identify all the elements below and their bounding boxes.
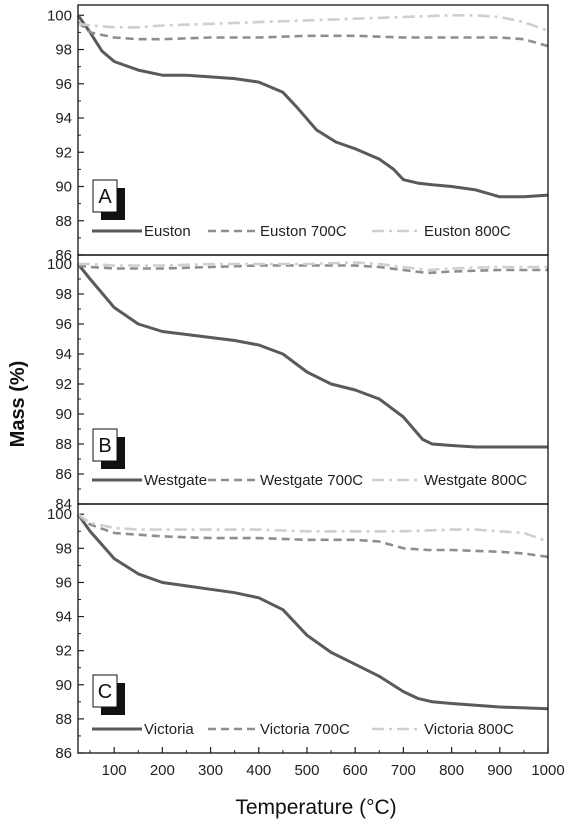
y-tick-label: 96 xyxy=(55,316,72,333)
y-tick-label: 90 xyxy=(55,677,72,694)
y-tick-label: 100 xyxy=(47,506,72,523)
y-tick-label: 100 xyxy=(47,7,72,24)
x-tick-label: 900 xyxy=(487,762,512,779)
series-line xyxy=(77,264,548,275)
panel-frame xyxy=(77,4,549,256)
series-line xyxy=(77,14,549,32)
x-tick-label: 600 xyxy=(343,762,368,779)
series-line xyxy=(76,14,549,199)
y-tick-label: 90 xyxy=(55,179,72,196)
panel-label-box xyxy=(92,179,118,213)
panel-label: B xyxy=(98,435,111,457)
legend-label: Euston xyxy=(144,223,191,240)
y-tick-label: 100 xyxy=(47,256,72,273)
y-tick-label: 96 xyxy=(55,574,72,591)
y-tick-label: 88 xyxy=(55,711,72,728)
y-tick-label: 98 xyxy=(55,286,72,303)
y-tick-label: 86 xyxy=(55,745,72,762)
y-tick-label: 96 xyxy=(55,76,72,93)
panel-a: 86 88 90 92 94 96 98 100 Euston Euston 700C Euston… xyxy=(47,4,549,264)
legend-label: Victoria xyxy=(144,721,194,738)
y-tick-label: 94 xyxy=(55,346,72,363)
chart-panels: 86 88 90 92 94 96 98 100 Euston Euston 700C Euston… xyxy=(47,4,549,762)
panel-frame xyxy=(77,503,549,754)
y-axis-title: Mass (%) xyxy=(7,361,29,448)
y-tick-label: 88 xyxy=(55,436,72,453)
y-tick-label: 94 xyxy=(55,110,72,127)
legend-label: Euston 700C xyxy=(260,223,347,240)
y-tick-label: 86 xyxy=(55,247,72,264)
y-tick-label: 94 xyxy=(55,609,72,626)
x-tick-label: 100 xyxy=(102,762,127,779)
legend-label: Victoria 800C xyxy=(424,721,514,738)
legend-label: Westgate 700C xyxy=(260,472,363,489)
y-tick-label: 98 xyxy=(55,540,72,557)
legend-label: Victoria 700C xyxy=(260,721,350,738)
y-tick-label: 88 xyxy=(55,213,72,230)
panel-label: A xyxy=(98,186,112,208)
x-axis-title: Temperature (°C) xyxy=(235,796,396,819)
y-tick-label: 90 xyxy=(55,406,72,423)
panel-frame xyxy=(77,254,549,505)
series-line xyxy=(77,514,549,559)
y-tick-label: 92 xyxy=(55,144,72,161)
y-tick-label: 92 xyxy=(55,376,72,393)
x-tick-label: 800 xyxy=(439,762,464,779)
x-axis-ticks: 100 200 300 400 500 600 700 800 900 1000 xyxy=(89,747,565,779)
series-line xyxy=(77,21,549,48)
x-tick-label: 400 xyxy=(246,762,271,779)
x-tick-label: 300 xyxy=(198,762,223,779)
x-tick-label: 200 xyxy=(150,762,175,779)
x-tick-label: 700 xyxy=(391,762,416,779)
series-line xyxy=(77,513,549,543)
panel-c: 86 88 90 92 94 96 98 100 Victoria Victoria 700C Vi… xyxy=(47,503,549,762)
legend-label: Westgate 800C xyxy=(424,472,527,489)
series-line xyxy=(76,513,549,711)
panel-label: C xyxy=(98,681,112,703)
y-tick-label: 92 xyxy=(55,643,72,660)
legend-label: Euston 800C xyxy=(424,223,511,240)
panel-label-box xyxy=(92,674,118,708)
series-line xyxy=(78,261,548,272)
x-tick-label: 1000 xyxy=(531,762,564,779)
x-tick-label: 500 xyxy=(294,762,319,779)
legend-label: Westgate xyxy=(144,472,207,489)
series-line xyxy=(76,263,548,449)
panel-label-box xyxy=(92,428,118,462)
y-tick-label: 86 xyxy=(55,466,72,483)
y-tick-label: 98 xyxy=(55,42,72,59)
y-tick-label: 84 xyxy=(55,496,72,513)
panel-b: 84 86 88 90 92 94 96 98 100 Westgate Westgate 700C… xyxy=(47,254,549,513)
